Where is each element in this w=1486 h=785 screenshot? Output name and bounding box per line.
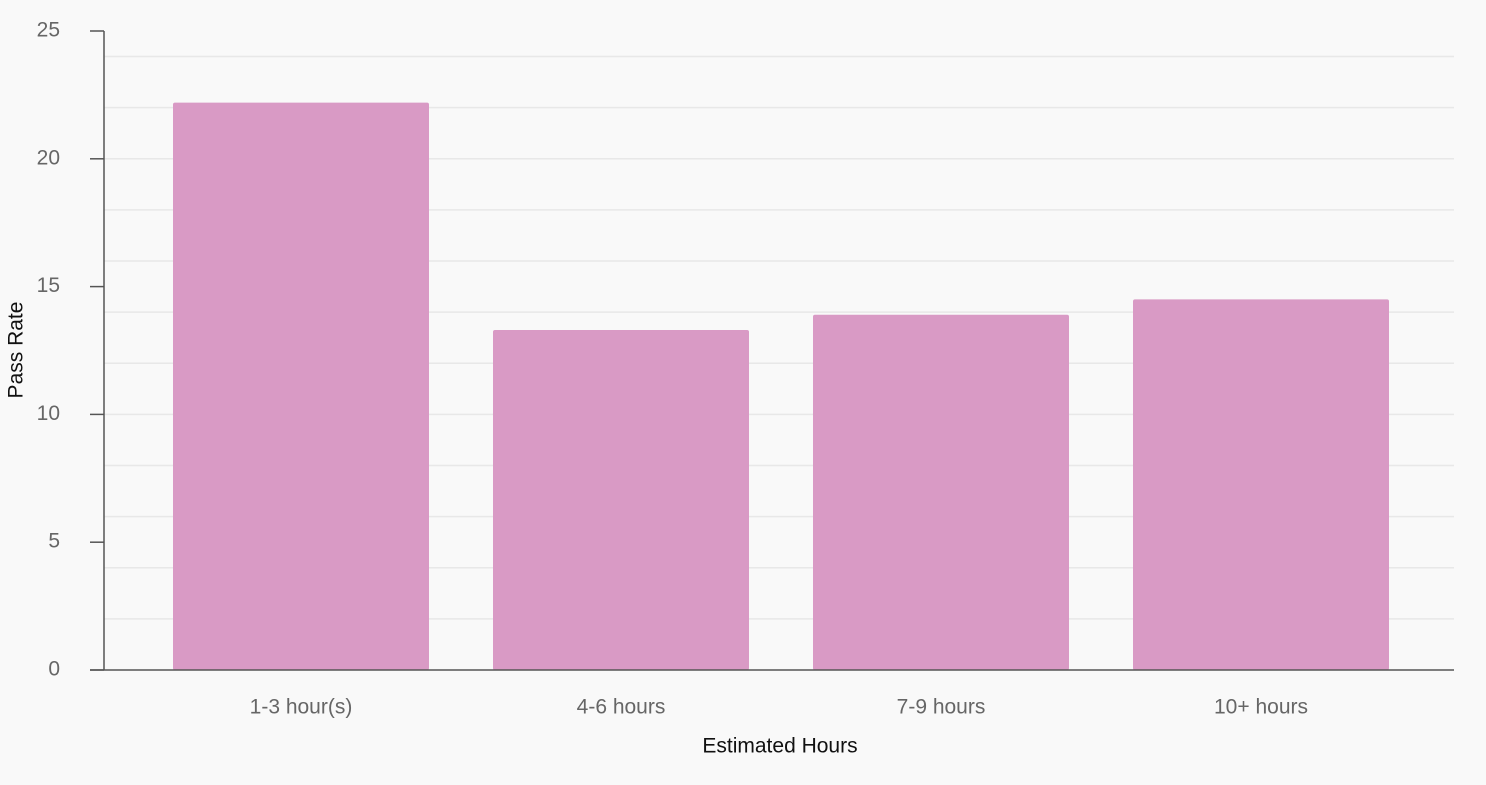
y-tick-label: 25 [37,19,60,42]
x-tick-label: 10+ hours [1214,696,1308,719]
y-axis-title: Pass Rate [5,302,28,399]
x-axis-title: Estimated Hours [702,735,857,758]
bar [813,314,1069,670]
bar [493,330,749,670]
x-tick-label: 7-9 hours [897,696,986,719]
y-tick-label: 20 [37,146,60,169]
y-tick-label: 10 [37,402,60,425]
y-tick-label: 0 [48,658,60,681]
bar [1133,299,1389,670]
x-tick-label: 4-6 hours [577,696,666,719]
y-tick-label: 5 [48,530,60,553]
y-tick-label: 15 [37,274,60,297]
x-tick-label: 1-3 hour(s) [250,696,353,719]
bar [173,102,429,671]
